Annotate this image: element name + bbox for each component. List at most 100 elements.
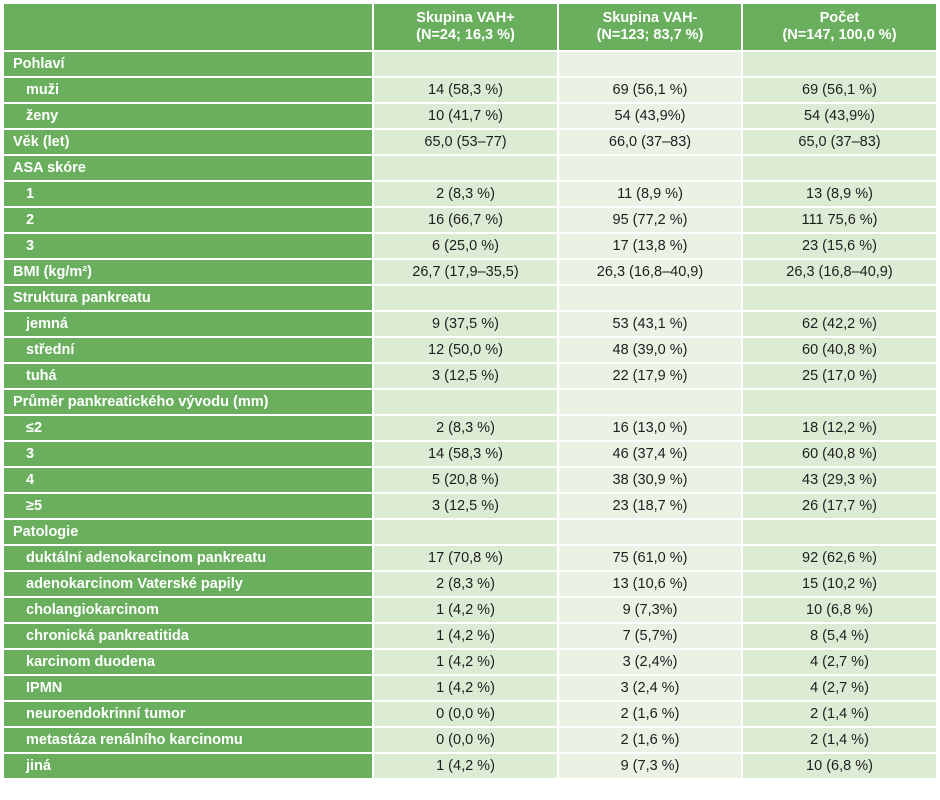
value-cell: 26,3 (16,8–40,9) bbox=[743, 260, 936, 286]
section-fill-cell bbox=[559, 390, 743, 416]
value-cell: 13 (8,9 %) bbox=[743, 182, 936, 208]
row-label: tuhá bbox=[4, 364, 374, 390]
row-label: ženy bbox=[4, 104, 374, 130]
value-cell: 75 (61,0 %) bbox=[559, 546, 743, 572]
section-label: Struktura pankreatu bbox=[4, 286, 374, 312]
section-fill-cell bbox=[743, 156, 936, 182]
table-row: Věk (let) 65,0 (53–77) 66,0 (37–83) 65,0 (3… bbox=[4, 130, 936, 156]
header-col-total: Počet (N=147, 100,0 %) bbox=[743, 4, 936, 52]
table-row: BMI (kg/m²) 26,7 (17,9–35,5) 26,3 (16,8–40… bbox=[4, 260, 936, 286]
value-cell: 10 (41,7 %) bbox=[374, 104, 559, 130]
row-label: jemná bbox=[4, 312, 374, 338]
row-label: 2 bbox=[4, 208, 374, 234]
value-cell: 60 (40,8 %) bbox=[743, 338, 936, 364]
value-cell: 7 (5,7%) bbox=[559, 624, 743, 650]
section-fill-cell bbox=[559, 286, 743, 312]
value-cell: 1 (4,2 %) bbox=[374, 754, 559, 780]
section-fill-cell bbox=[374, 390, 559, 416]
header-col-total-sub: (N=147, 100,0 %) bbox=[782, 27, 897, 43]
section-fill-cell bbox=[559, 520, 743, 546]
table-row: ≤2 2 (8,3 %) 16 (13,0 %) 18 (12,2 %) bbox=[4, 416, 936, 442]
value-cell: 9 (7,3 %) bbox=[559, 754, 743, 780]
row-label: karcinom duodena bbox=[4, 650, 374, 676]
section-fill-cell bbox=[743, 520, 936, 546]
table-row: 2 16 (66,7 %) 95 (77,2 %) 111 75,6 %) bbox=[4, 208, 936, 234]
value-cell: 5 (20,8 %) bbox=[374, 468, 559, 494]
value-cell: 4 (2,7 %) bbox=[743, 676, 936, 702]
table-row: karcinom duodena 1 (4,2 %) 3 (2,4%) 4 (2,7 … bbox=[4, 650, 936, 676]
value-cell: 38 (30,9 %) bbox=[559, 468, 743, 494]
section-fill-cell bbox=[559, 156, 743, 182]
value-cell: 3 (2,4 %) bbox=[559, 676, 743, 702]
value-cell: 111 75,6 %) bbox=[743, 208, 936, 234]
value-cell: 25 (17,0 %) bbox=[743, 364, 936, 390]
row-label: muži bbox=[4, 78, 374, 104]
value-cell: 16 (66,7 %) bbox=[374, 208, 559, 234]
value-cell: 4 (2,7 %) bbox=[743, 650, 936, 676]
row-label: střední bbox=[4, 338, 374, 364]
value-cell: 3 (12,5 %) bbox=[374, 494, 559, 520]
value-cell: 2 (1,6 %) bbox=[559, 702, 743, 728]
header-col-vah-minus-sub: (N=123; 83,7 %) bbox=[596, 27, 704, 43]
table-row: jemná 9 (37,5 %) 53 (43,1 %) 62 (42,2 %) bbox=[4, 312, 936, 338]
table-row: IPMN 1 (4,2 %) 3 (2,4 %) 4 (2,7 %) bbox=[4, 676, 936, 702]
row-label: metastáza renálního karcinomu bbox=[4, 728, 374, 754]
value-cell: 2 (1,6 %) bbox=[559, 728, 743, 754]
value-cell: 14 (58,3 %) bbox=[374, 442, 559, 468]
row-label: 3 bbox=[4, 442, 374, 468]
section-fill-cell bbox=[743, 286, 936, 312]
value-cell: 46 (37,4 %) bbox=[559, 442, 743, 468]
section-fill-cell bbox=[374, 52, 559, 78]
value-cell: 48 (39,0 %) bbox=[559, 338, 743, 364]
header-col-vah-plus-sub: (N=24; 16,3 %) bbox=[416, 27, 515, 43]
value-cell: 3 (12,5 %) bbox=[374, 364, 559, 390]
value-cell: 65,0 (37–83) bbox=[743, 130, 936, 156]
value-cell: 54 (43,9%) bbox=[559, 104, 743, 130]
value-cell: 95 (77,2 %) bbox=[559, 208, 743, 234]
value-cell: 13 (10,6 %) bbox=[559, 572, 743, 598]
row-label: chronická pankreatitida bbox=[4, 624, 374, 650]
section-fill-cell bbox=[559, 52, 743, 78]
row-label: IPMN bbox=[4, 676, 374, 702]
header-row: Skupina VAH+ (N=24; 16,3 %) Skupina VAH-… bbox=[4, 4, 936, 52]
row-label: adenokarcinom Vaterské papily bbox=[4, 572, 374, 598]
section-fill-cell bbox=[743, 52, 936, 78]
value-cell: 23 (15,6 %) bbox=[743, 234, 936, 260]
value-cell: 0 (0,0 %) bbox=[374, 728, 559, 754]
value-cell: 1 (4,2 %) bbox=[374, 598, 559, 624]
value-cell: 12 (50,0 %) bbox=[374, 338, 559, 364]
row-label: jiná bbox=[4, 754, 374, 780]
section-fill-cell bbox=[374, 156, 559, 182]
section-row: Struktura pankreatu bbox=[4, 286, 936, 312]
value-cell: 14 (58,3 %) bbox=[374, 78, 559, 104]
header-col-total-title: Počet bbox=[819, 10, 860, 26]
value-cell: 15 (10,2 %) bbox=[743, 572, 936, 598]
row-label: neuroendokrinní tumor bbox=[4, 702, 374, 728]
table-row: cholangiokarcinom 1 (4,2 %) 9 (7,3%) 10 (6,… bbox=[4, 598, 936, 624]
value-cell: 92 (62,6 %) bbox=[743, 546, 936, 572]
data-table: Skupina VAH+ (N=24; 16,3 %) Skupina VAH-… bbox=[4, 4, 936, 780]
section-label: Patologie bbox=[4, 520, 374, 546]
table-row: neuroendokrinní tumor 0 (0,0 %) 2 (1,6 %) 2… bbox=[4, 702, 936, 728]
section-row: Pohlaví bbox=[4, 52, 936, 78]
section-fill-cell bbox=[743, 390, 936, 416]
value-cell: 1 (4,2 %) bbox=[374, 676, 559, 702]
value-cell: 18 (12,2 %) bbox=[743, 416, 936, 442]
table-row: adenokarcinom Vaterské papily 2 (8,3 %) 13… bbox=[4, 572, 936, 598]
value-cell: 43 (29,3 %) bbox=[743, 468, 936, 494]
table-row: střední 12 (50,0 %) 48 (39,0 %) 60 (40,8 %) bbox=[4, 338, 936, 364]
table-row: metastáza renálního karcinomu 0 (0,0 %) 2 … bbox=[4, 728, 936, 754]
value-cell: 26 (17,7 %) bbox=[743, 494, 936, 520]
table-row: jiná 1 (4,2 %) 9 (7,3 %) 10 (6,8 %) bbox=[4, 754, 936, 780]
value-cell: 10 (6,8 %) bbox=[743, 754, 936, 780]
value-cell: 1 (4,2 %) bbox=[374, 624, 559, 650]
section-fill-cell bbox=[374, 286, 559, 312]
value-cell: 26,3 (16,8–40,9) bbox=[559, 260, 743, 286]
row-label: duktální adenokarcinom pankreatu bbox=[4, 546, 374, 572]
table-container: Skupina VAH+ (N=24; 16,3 %) Skupina VAH-… bbox=[4, 4, 936, 780]
section-row: Patologie bbox=[4, 520, 936, 546]
value-cell: 53 (43,1 %) bbox=[559, 312, 743, 338]
